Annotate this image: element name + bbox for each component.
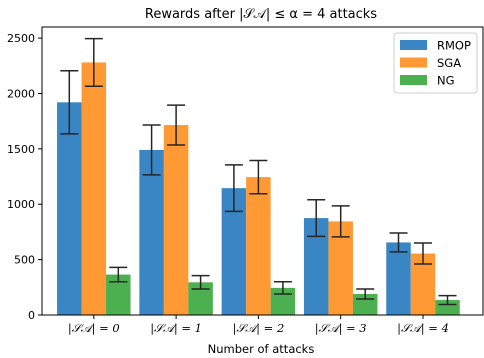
x-tick-label: |𝒮𝒜| = 4	[397, 321, 449, 336]
x-tick-label: |𝒮𝒜| = 3	[315, 321, 367, 336]
axes-frame	[41, 26, 484, 316]
x-tick-label: |𝒮𝒜| = 1	[150, 321, 202, 336]
y-tick-label: 2500	[7, 32, 35, 45]
y-tick-label: 500	[14, 254, 35, 267]
y-tick-label: 0	[28, 309, 35, 322]
legend-label-ng: NG	[437, 74, 455, 88]
bar-sga	[246, 177, 271, 315]
legend-swatch-sga	[400, 57, 427, 68]
bar-sga	[81, 62, 107, 316]
plot-area: 0 500 1000 1500 2000 2500 |𝒮𝒜| = 0 |𝒮𝒜| = 1 |𝒮𝒜|…	[7, 26, 484, 336]
x-tick-label: |𝒮𝒜| = 0	[68, 321, 120, 336]
x-axis-title: Number of attacks	[208, 342, 315, 356]
y-tick-label: 1000	[7, 198, 35, 211]
y-tick-label: 1500	[7, 143, 35, 156]
legend-label-sga: SGA	[437, 56, 461, 70]
chart-title: Rewards after |𝒮𝒜| ≤ α = 4 attacks	[145, 7, 377, 22]
legend-label-rmop: RMOP	[437, 39, 471, 53]
bar-rmop	[57, 102, 82, 315]
bar-sga	[163, 125, 189, 315]
x-tick-label: |𝒮𝒜| = 2	[233, 321, 285, 336]
bar-rmop	[386, 242, 411, 315]
y-tick-label: 2000	[7, 87, 35, 100]
legend-swatch-ng	[400, 75, 427, 85]
legend-swatch-rmop	[400, 40, 427, 50]
bar-rmop	[139, 149, 164, 315]
